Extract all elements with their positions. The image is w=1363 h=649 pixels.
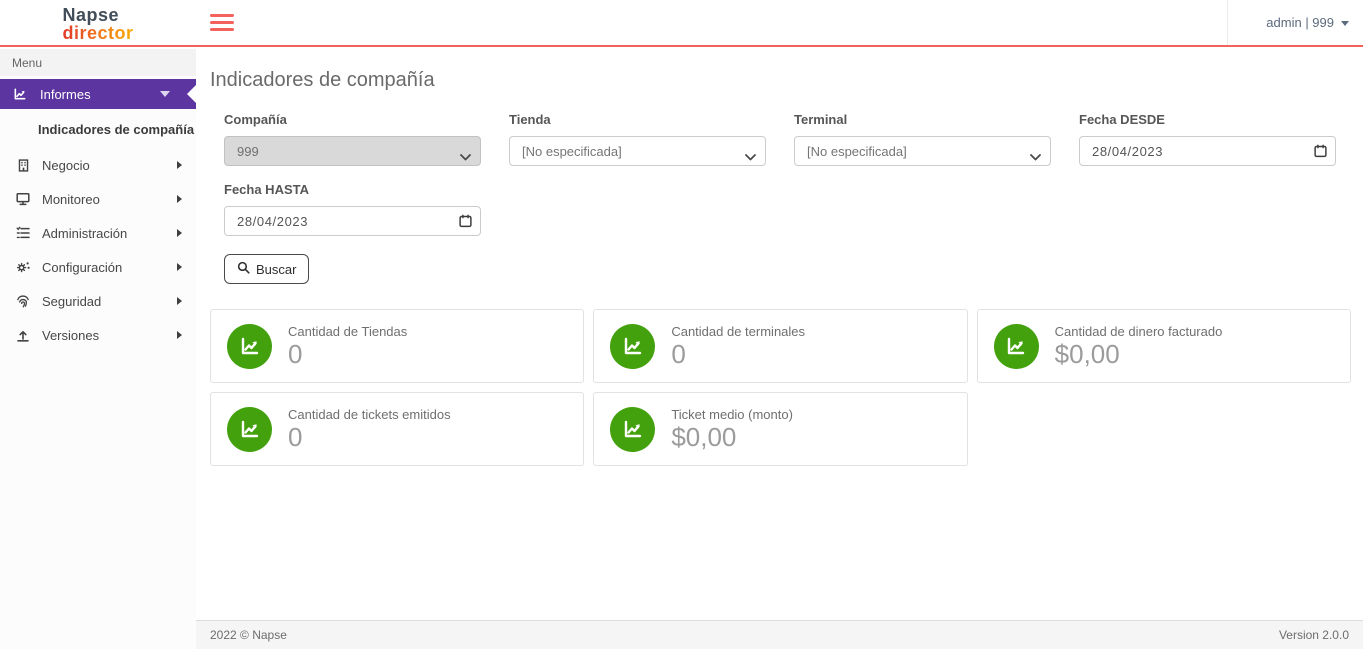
- sidebar-item-label: Informes: [40, 86, 91, 102]
- card-value: 0: [671, 338, 686, 369]
- sidebar-menu-header: Menu: [0, 49, 196, 76]
- chevron-down-icon: [1341, 21, 1349, 26]
- search-button-label: Buscar: [256, 261, 297, 277]
- sidebar-item-administracion[interactable]: Administración: [0, 216, 196, 250]
- building-icon: [14, 158, 32, 173]
- checklist-icon: [14, 225, 32, 241]
- date-to-label: Fecha HASTA: [224, 182, 309, 197]
- sidebar-item-label: Administración: [42, 225, 128, 241]
- field-date-from: Fecha DESDE: [1079, 112, 1336, 166]
- card-value: $0,00: [1054, 338, 1120, 369]
- store-select[interactable]: [No especificada]: [509, 136, 766, 166]
- chevron-right-icon: [177, 161, 182, 169]
- active-item-notch: [187, 85, 196, 103]
- monitor-icon: [14, 191, 32, 207]
- sidebar-item-label: Monitoreo: [42, 191, 100, 207]
- gear-icon: [14, 259, 32, 275]
- kpi-card-terminales: Cantidad de terminales 0: [593, 309, 968, 383]
- footer: 2022 © Napse Version 2.0.0: [196, 620, 1363, 649]
- header: Napse director admin | 999: [0, 0, 1363, 47]
- chart-icon: [227, 323, 272, 369]
- field-company: Compañía 999: [224, 112, 481, 166]
- chart-icon: [12, 86, 28, 102]
- card-title: Cantidad de tickets emitidos: [288, 406, 451, 422]
- kpi-card-tickets-emitidos: Cantidad de tickets emitidos 0: [210, 392, 585, 466]
- kpi-card-tiendas: Cantidad de Tiendas 0: [210, 309, 585, 383]
- field-terminal: Terminal [No especificada]: [794, 112, 1051, 166]
- card-title: Cantidad de dinero facturado: [1054, 323, 1223, 339]
- chart-icon: [610, 323, 656, 369]
- sidebar-item-label: Negocio: [42, 157, 90, 173]
- terminal-select[interactable]: [No especificada]: [794, 136, 1051, 166]
- chart-icon: [993, 323, 1039, 369]
- filters-form: Compañía 999 Tienda [No especificada]: [210, 112, 1351, 236]
- kpi-card-dinero-facturado: Cantidad de dinero facturado $0,00: [976, 309, 1351, 383]
- company-label: Compañía: [224, 112, 287, 127]
- chart-icon: [227, 406, 272, 452]
- sidebar-item-label: Versiones: [42, 327, 100, 343]
- footer-version: Version 2.0.0: [1278, 628, 1349, 642]
- sidebar-item-label: Seguridad: [42, 293, 102, 309]
- chevron-down-icon: [160, 91, 170, 97]
- chevron-right-icon: [177, 331, 182, 339]
- kpi-card-ticket-medio: Ticket medio (monto) $0,00: [593, 392, 968, 466]
- chevron-right-icon: [177, 263, 182, 271]
- sidebar-item-versiones[interactable]: Versiones: [0, 318, 196, 352]
- card-value: $0,00: [671, 421, 737, 452]
- sidebar: Menu Informes Indicadores de compañía Ne…: [0, 49, 196, 649]
- sidebar-item-configuracion[interactable]: Configuración: [0, 250, 196, 284]
- user-menu-label: admin | 999: [1266, 15, 1334, 30]
- sidebar-item-monitoreo[interactable]: Monitoreo: [0, 182, 196, 216]
- logo-text-napse: Napse: [62, 4, 120, 25]
- terminal-label: Terminal: [794, 112, 848, 127]
- card-value: 0: [288, 338, 303, 369]
- chart-icon: [610, 406, 656, 452]
- chevron-right-icon: [177, 297, 182, 305]
- sidebar-item-negocio[interactable]: Negocio: [0, 148, 196, 182]
- fingerprint-icon: [14, 293, 32, 309]
- sidebar-item-label: Configuración: [42, 259, 123, 275]
- logo: Napse director: [0, 4, 196, 42]
- kpi-cards-grid: Cantidad de Tiendas 0 Cantidad de termin…: [210, 309, 1351, 466]
- date-from-input[interactable]: [1079, 136, 1336, 166]
- search-button[interactable]: Buscar: [224, 254, 310, 284]
- main-content: Indicadores de compañía Compañía 999 Tie…: [196, 49, 1363, 620]
- field-date-to: Fecha HASTA: [224, 182, 481, 236]
- sidebar-subitem-indicadores[interactable]: Indicadores de compañía: [38, 122, 195, 137]
- chevron-right-icon: [177, 195, 182, 203]
- hamburger-menu-icon[interactable]: [210, 10, 234, 35]
- chevron-right-icon: [177, 229, 182, 237]
- card-title: Cantidad de terminales: [671, 323, 806, 339]
- sidebar-item-informes[interactable]: Informes: [0, 79, 196, 109]
- card-title: Ticket medio (monto): [671, 406, 793, 422]
- search-icon: [237, 261, 250, 277]
- date-from-label: Fecha DESDE: [1079, 112, 1165, 127]
- upload-icon: [14, 327, 32, 343]
- card-value: 0: [288, 421, 303, 452]
- footer-copyright: 2022 © Napse: [210, 628, 287, 642]
- card-title: Cantidad de Tiendas: [288, 323, 408, 339]
- page-title: Indicadores de compañía: [210, 69, 435, 91]
- company-select: 999: [224, 136, 481, 166]
- date-to-input[interactable]: [224, 206, 481, 236]
- field-store: Tienda [No especificada]: [509, 112, 766, 166]
- logo-text-director: director: [62, 22, 134, 43]
- user-menu-dropdown[interactable]: admin | 999: [1227, 0, 1363, 45]
- store-label: Tienda: [509, 112, 551, 127]
- sidebar-item-seguridad[interactable]: Seguridad: [0, 284, 196, 318]
